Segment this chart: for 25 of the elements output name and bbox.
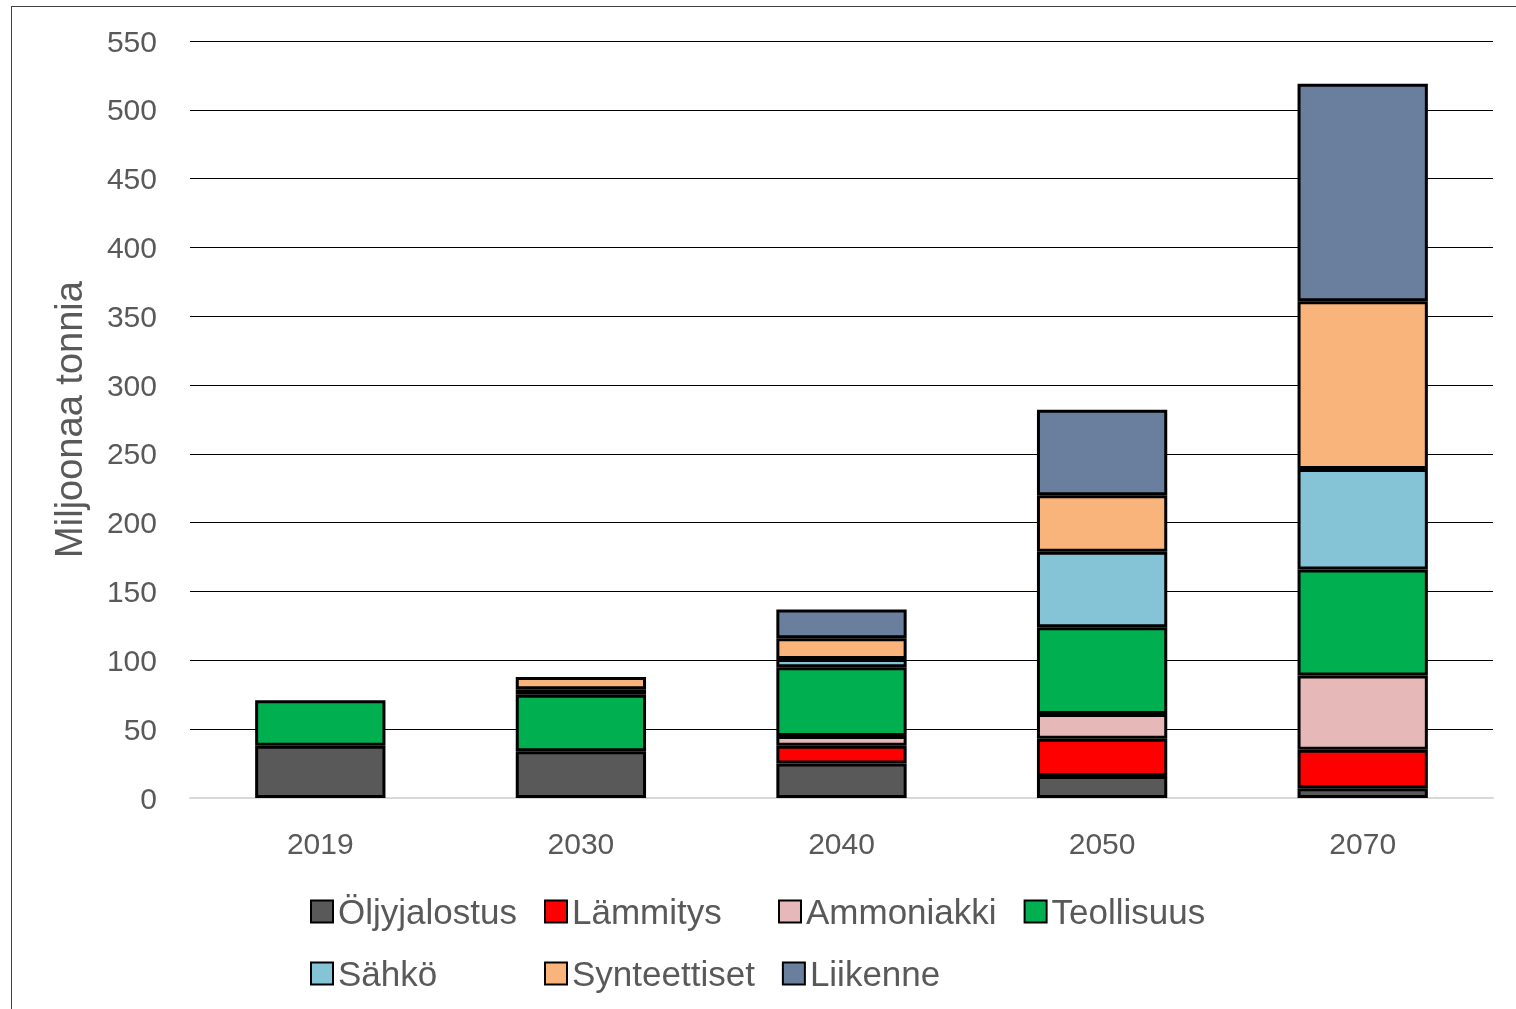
y-tick-label: 0 (140, 781, 157, 815)
y-tick-label: 200 (106, 506, 157, 540)
legend-label: Lämmitys (572, 892, 722, 931)
y-tick-label: 50 (123, 712, 157, 746)
x-tick-label: 2070 (1329, 826, 1397, 860)
y-tick-label: 150 (106, 575, 157, 609)
legend-label: Ammoniakki (806, 892, 997, 931)
x-tick-label: 2030 (547, 826, 615, 860)
y-tick-label: 400 (106, 230, 157, 264)
legend-label: Öljyjalostus (338, 892, 517, 931)
y-tick-label: 300 (106, 368, 157, 402)
legend-label: Liikenne (809, 954, 941, 993)
x-tick-label: 2050 (1068, 826, 1136, 860)
y-tick-label: 100 (106, 643, 157, 677)
y-axis-title: Miljoonaa tonnia (48, 280, 90, 558)
legend-label: Teollisuus (1051, 892, 1206, 931)
x-tick-label: 2040 (808, 826, 875, 860)
x-tick-label: 2019 (286, 826, 354, 860)
legend-label: Synteettiset (572, 954, 756, 993)
y-tick-label: 450 (106, 162, 157, 196)
y-tick-label: 550 (106, 24, 157, 58)
y-tick-label: 350 (106, 299, 157, 333)
y-tick-label: 250 (106, 437, 157, 471)
y-tick-label: 500 (106, 93, 157, 127)
legend-label: Sähkö (338, 954, 438, 993)
